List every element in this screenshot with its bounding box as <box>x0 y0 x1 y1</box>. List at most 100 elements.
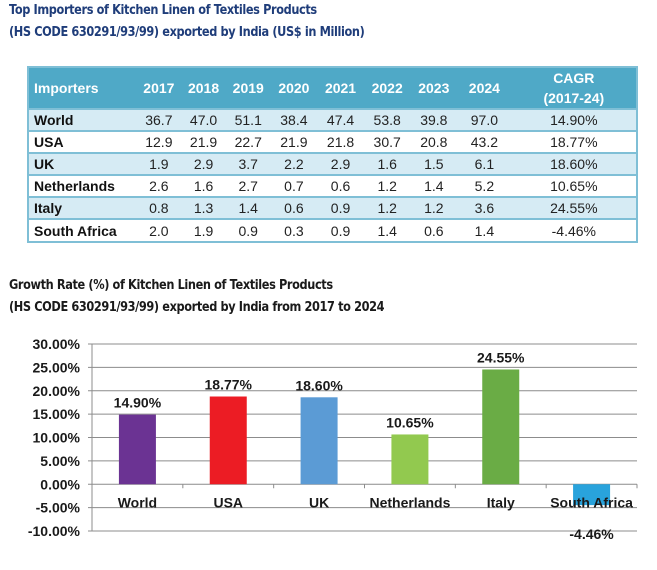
table-row: USA 12.9 21.9 22.7 21.9 21.8 30.7 20.8 43.2 18.77… <box>29 131 636 153</box>
value-cell: 43.2 <box>470 134 498 150</box>
value-cell: 2.6 <box>149 178 169 194</box>
value-cell: 21.9 <box>280 134 308 150</box>
x-category-label: Netherlands <box>369 494 450 510</box>
bar-world <box>118 414 156 485</box>
x-category-label: South Africa <box>550 494 633 510</box>
value-cell: 1.4 <box>238 200 258 216</box>
value-cell: 1.9 <box>149 156 169 172</box>
data-label: 18.77% <box>205 377 253 393</box>
value-cell: 51.1 <box>234 112 262 128</box>
value-cell: 0.3 <box>284 222 304 239</box>
value-cell: 2.7 <box>238 178 258 194</box>
header-2021: 2021 <box>324 80 357 96</box>
value-cell: 2.0 <box>149 222 169 239</box>
bar-italy <box>482 369 520 485</box>
value-cell: 20.8 <box>420 134 448 150</box>
value-cell: 0.6 <box>424 222 444 239</box>
y-tick-label: 0.00% <box>40 476 80 492</box>
value-cell: 1.4 <box>424 178 444 194</box>
value-cell: 21.9 <box>189 134 218 150</box>
growth-rate-bar-chart: 30.00% 25.00% 20.00% 15.00% 10.00% 5.00% 0.00%… <box>28 336 638 542</box>
data-label: 18.60% <box>295 377 343 393</box>
data-label: -4.46% <box>569 526 614 542</box>
value-cell: 1.6 <box>377 156 397 172</box>
value-cell: 0.8 <box>149 200 169 216</box>
bar-uk <box>300 397 338 485</box>
value-cell: 3.7 <box>238 156 258 172</box>
header-cagr: CAGR (2017-24) <box>512 68 636 109</box>
importers-table: Importers 2017 2018 2019 2020 2021 2022 … <box>27 66 638 243</box>
y-tick-label: 5.00% <box>40 453 80 469</box>
value-cell: 97.0 <box>470 112 498 128</box>
y-tick-label: 25.00% <box>33 359 81 375</box>
cagr-cell: 14.90% <box>550 112 598 128</box>
importer-name: Italy <box>34 200 63 216</box>
cagr-cell: 24.55% <box>550 200 598 216</box>
value-cell: 0.9 <box>330 200 351 216</box>
header-2019: 2019 <box>232 80 264 96</box>
value-cell: 1.5 <box>424 156 444 172</box>
value-cell: 53.8 <box>373 112 401 128</box>
data-label: 10.65% <box>386 414 434 430</box>
table-title-line2: (HS CODE 630291/93/99) exported by India… <box>9 25 365 40</box>
x-category-label: UK <box>309 494 329 510</box>
x-category-label: USA <box>213 494 243 510</box>
value-cell: 12.9 <box>145 134 173 150</box>
x-category-label: Italy <box>487 494 515 510</box>
value-cell: 0.9 <box>330 222 351 239</box>
value-cell: 36.7 <box>145 112 173 128</box>
header-importers: Importers <box>34 80 99 96</box>
table-row: Italy 0.8 1.3 1.4 0.6 0.9 1.2 1.2 3.6 24.55% <box>29 197 636 219</box>
y-tick-label: 20.00% <box>33 383 81 399</box>
value-cell: 0.6 <box>330 178 351 194</box>
value-cell: 5.2 <box>474 178 495 194</box>
importer-name: USA <box>34 134 64 150</box>
importer-name: Netherlands <box>34 178 115 194</box>
value-cell: 47.4 <box>326 112 355 128</box>
y-tick-label: -10.00% <box>28 523 81 539</box>
value-cell: 0.6 <box>284 200 304 216</box>
bar-netherlands <box>391 434 429 485</box>
table-header-row: Importers 2017 2018 2019 2020 2021 2022 … <box>29 68 636 109</box>
value-cell: 2.9 <box>330 156 351 172</box>
table-row: Netherlands 2.6 1.6 2.7 0.7 0.6 1.2 1.4 5.2 10.65… <box>29 175 636 197</box>
value-cell: 1.2 <box>377 200 397 216</box>
header-2022: 2022 <box>371 80 403 96</box>
data-label: 14.90% <box>114 395 162 411</box>
value-cell: 1.9 <box>193 222 214 239</box>
value-cell: 2.9 <box>193 156 214 172</box>
x-category-label: World <box>118 494 157 510</box>
y-tick-label: -5.00% <box>36 500 81 516</box>
header-2024: 2024 <box>468 80 500 96</box>
cagr-cell: 10.65% <box>550 178 598 194</box>
importer-name: World <box>34 112 74 128</box>
value-cell: 1.2 <box>424 200 444 216</box>
bar-usa <box>209 396 247 485</box>
value-cell: 3.6 <box>474 200 495 216</box>
chart-title-line1: Growth Rate (%) of Kitchen Linen of Text… <box>9 278 333 293</box>
importer-name: UK <box>34 156 55 172</box>
value-cell: 1.4 <box>474 222 495 239</box>
header-2020: 2020 <box>278 80 310 96</box>
header-cagr-line1: CAGR <box>553 70 595 86</box>
importer-name: South Africa <box>34 222 117 239</box>
header-2017: 2017 <box>143 80 175 96</box>
table-title-line1: Top Importers of Kitchen Linen of Textil… <box>9 3 317 18</box>
chart-title-line2: (HS CODE 630291/93/99) exported by India… <box>9 300 385 315</box>
value-cell: 1.6 <box>193 178 214 194</box>
bar-south-africa <box>573 484 611 506</box>
table-row: World 36.7 47.0 51.1 38.4 47.4 53.8 39.8 97.0 14.… <box>29 109 636 131</box>
value-cell: 22.7 <box>234 134 262 150</box>
value-cell: 39.8 <box>420 112 448 128</box>
value-cell: 1.4 <box>377 222 397 239</box>
value-cell: 0.9 <box>238 222 258 239</box>
cagr-cell: 18.77% <box>550 134 598 150</box>
table-row: UK 1.9 2.9 3.7 2.2 2.9 1.6 1.5 6.1 18.60% <box>29 153 636 175</box>
y-tick-label: 15.00% <box>33 406 81 422</box>
value-cell: 1.3 <box>193 200 214 216</box>
table-row: South Africa 2.0 1.9 0.9 0.3 0.9 1.4 0.6 1.4 -4.4… <box>29 219 636 241</box>
value-cell: 47.0 <box>189 112 218 128</box>
header-2023: 2023 <box>418 80 450 96</box>
value-cell: 2.2 <box>284 156 304 172</box>
value-cell: 0.7 <box>284 178 304 194</box>
